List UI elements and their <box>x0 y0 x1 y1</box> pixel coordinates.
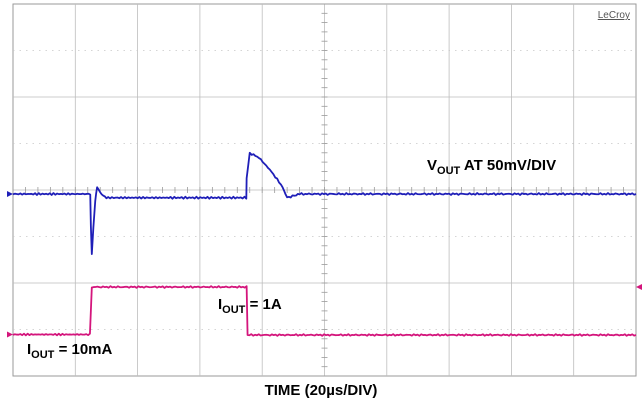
vout-channel-marker <box>7 191 13 197</box>
iout-channel-marker <box>7 331 13 338</box>
x-axis-label: TIME (20µs/DIV) <box>264 382 378 399</box>
iout-trace <box>12 285 637 337</box>
trigger-level-marker <box>636 284 642 290</box>
brand-logo: LeCroy <box>598 10 630 21</box>
vout-annotation: VOUT AT 50mV/DIV <box>427 157 556 177</box>
axis-ticks <box>12 3 637 377</box>
iout-10ma-annotation: IOUT = 10mA <box>27 341 113 361</box>
vout-trace <box>12 151 637 255</box>
traces <box>12 151 637 337</box>
channel-markers <box>7 191 642 338</box>
iout-1a-annotation: IOUT = 1A <box>218 296 282 316</box>
